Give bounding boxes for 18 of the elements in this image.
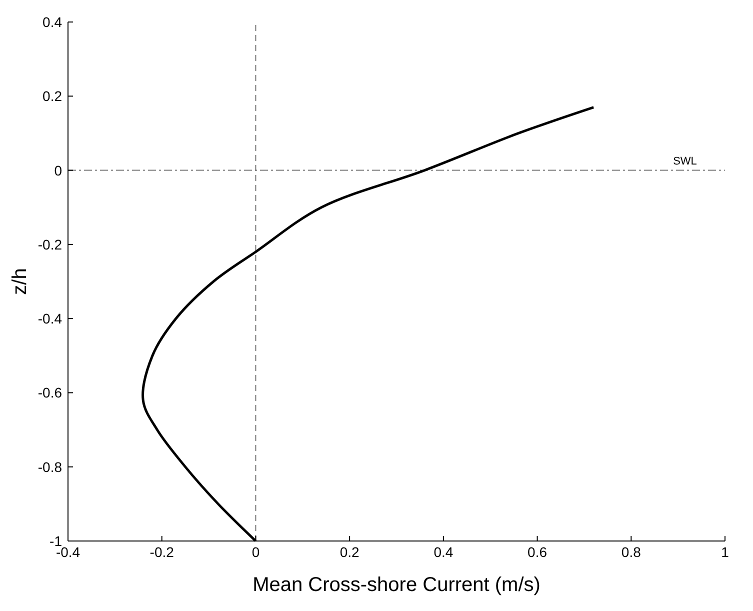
y-tick-label: -0.2 <box>38 236 62 252</box>
x-tick-label: 1 <box>721 544 730 560</box>
y-tick-label: -1 <box>50 533 62 549</box>
x-tick-label: 0.2 <box>340 544 360 560</box>
x-axis-title: Mean Cross-shore Current (m/s) <box>252 574 540 596</box>
ref-line-label: SWL <box>673 155 697 168</box>
y-tick-label: 0.2 <box>42 88 62 104</box>
x-tick-label: 0 <box>252 544 260 560</box>
x-tick-label: 0.8 <box>621 544 642 560</box>
y-tick-label: -0.4 <box>38 310 62 327</box>
x-tick-label: -0.2 <box>150 544 174 560</box>
x-tick-label: 0.4 <box>434 544 454 560</box>
y-tick-label: 0.4 <box>42 14 62 30</box>
y-tick-label: -0.6 <box>38 384 62 401</box>
x-tick-label: 0.6 <box>528 544 548 560</box>
y-tick-label: 0 <box>54 162 62 178</box>
y-axis-title: z/h <box>9 268 31 295</box>
y-tick-label: -0.8 <box>38 458 62 475</box>
